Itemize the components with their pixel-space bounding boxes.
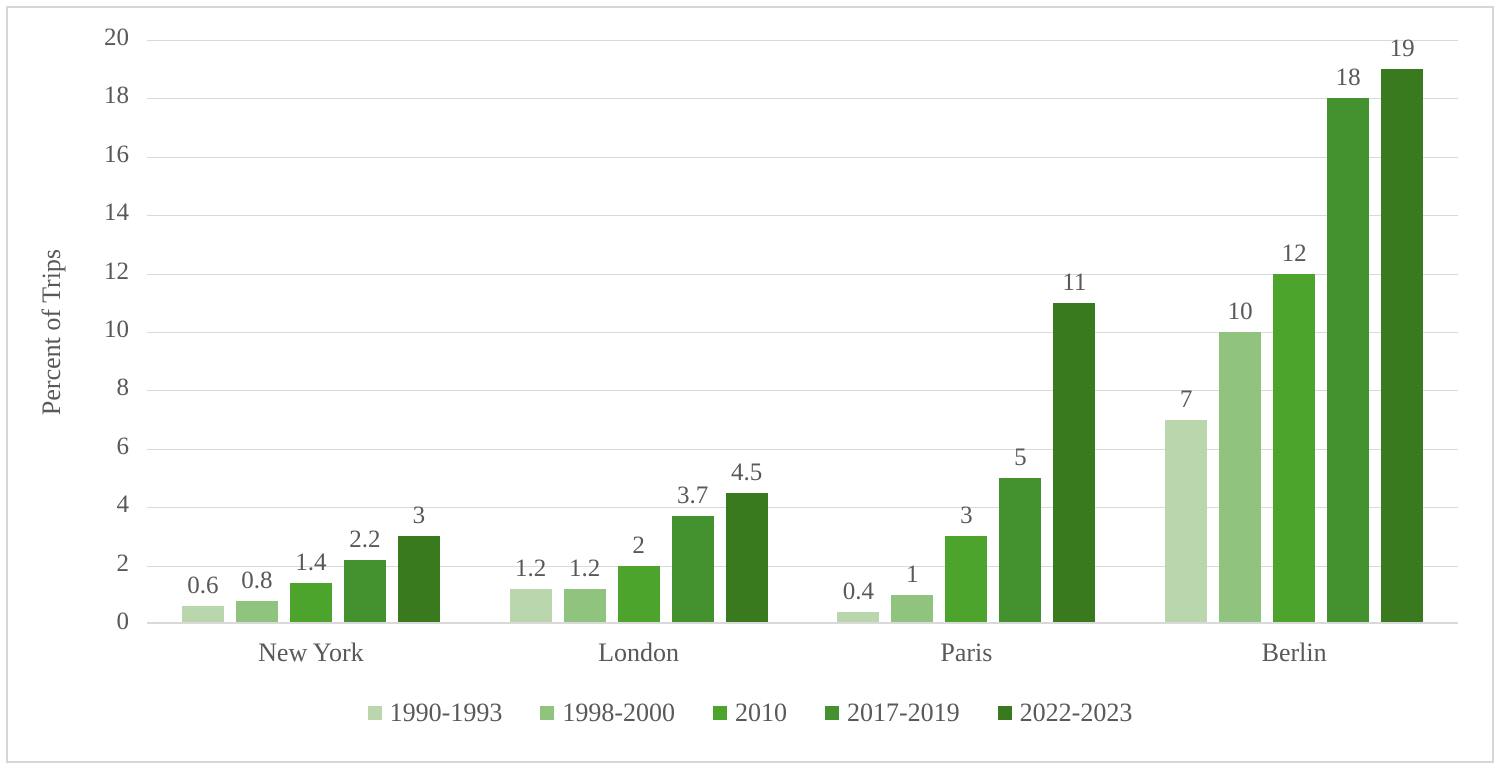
x-axis-category-labels: New York London Paris Berlin [147, 638, 1458, 668]
y-tick-label: 18 [104, 82, 129, 110]
bar: 19 [1381, 35, 1424, 624]
bar: 0.6 [181, 572, 224, 624]
category-label: London [598, 638, 680, 667]
gridline [147, 40, 1458, 41]
gridline [147, 215, 1458, 217]
bar: 3 [397, 502, 440, 624]
bar-value-label: 1.4 [295, 549, 327, 577]
bar-group-london: 1.2 1.2 2 3.7 4.5 [475, 40, 803, 624]
y-tick-label: 0 [116, 608, 130, 635]
legend-item: 1998-2000 [540, 698, 675, 728]
gridline [147, 98, 1458, 100]
gridline [147, 332, 1458, 333]
legend-item: 2017-2019 [825, 698, 960, 728]
bar: 7 [1165, 386, 1208, 624]
bar-value-label: 7 [1179, 385, 1193, 413]
bar-value-label: 3.7 [677, 481, 709, 509]
category-label: Berlin [1261, 638, 1327, 667]
y-tick-label: 20 [104, 24, 129, 51]
bar-value-label: 1.2 [515, 554, 547, 582]
y-tick-label: 12 [104, 257, 129, 285]
y-tick-label: 8 [116, 374, 130, 402]
bar: 0.8 [235, 567, 278, 624]
legend-label: 2022-2023 [1019, 698, 1133, 727]
bar: 4.5 [725, 459, 768, 624]
gridline [147, 273, 1458, 275]
gridline [147, 156, 1458, 158]
bar-value-label: 18 [1335, 64, 1361, 92]
gridline [147, 448, 1458, 450]
bar: 1.2 [509, 555, 552, 624]
bar: 11 [1053, 269, 1096, 624]
bar-value-label: 0.4 [842, 578, 874, 606]
y-tick-label: 4 [116, 491, 130, 519]
bar: 5 [999, 444, 1042, 624]
legend-item: 2010 [713, 698, 787, 728]
category-label: New York [258, 638, 364, 667]
y-tick-label: 14 [104, 199, 129, 227]
x-axis-line [147, 622, 1458, 624]
bar: 1.2 [563, 555, 606, 624]
gridline [147, 565, 1458, 567]
bar: 2.2 [343, 526, 386, 624]
bar: 12 [1273, 240, 1316, 624]
bar: 10 [1219, 298, 1262, 624]
bar-value-label: 12 [1281, 239, 1307, 267]
plot-area: 0.6 0.8 1.4 2.2 3 1.2 1.2 2 3.7 4.5 0.4 1 3 5 11 7 10 12 1… [147, 35, 1458, 624]
bar: 3 [945, 502, 988, 624]
bar-groups: 0.6 0.8 1.4 2.2 3 1.2 1.2 2 3.7 4.5 0.4 1 3 5 11 7 10 12 1… [147, 35, 1458, 624]
bar-value-label: 4.5 [731, 458, 763, 486]
legend-swatch-icon [713, 706, 727, 720]
legend-swatch-icon [367, 706, 382, 720]
legend-swatch-icon [825, 706, 839, 720]
category-label: Paris [940, 638, 993, 667]
gridline [147, 507, 1458, 509]
bar: 1.4 [289, 549, 332, 624]
y-tick-label: 2 [116, 549, 130, 577]
bar: 2 [617, 532, 660, 624]
legend-swatch-icon [997, 706, 1012, 720]
bar-value-label: 2.2 [349, 525, 381, 553]
bar: 3.7 [671, 482, 714, 624]
bar: 1 [891, 561, 934, 624]
bar-value-label: 1.2 [569, 554, 601, 582]
legend-swatch-icon [540, 706, 555, 720]
bar: 18 [1327, 64, 1370, 624]
bar-group-berlin: 7 10 12 18 19 [1130, 35, 1458, 624]
legend-label: 1990-1993 [389, 698, 503, 727]
bar-value-label: 5 [1014, 444, 1027, 471]
bar-value-label: 11 [1062, 268, 1087, 296]
gridline [147, 390, 1458, 392]
bar-value-label: 0.8 [241, 566, 273, 594]
bar-value-label: 10 [1227, 298, 1253, 325]
bar-value-label: 1 [906, 560, 919, 588]
bar-group-new-york: 0.6 0.8 1.4 2.2 3 [147, 40, 475, 624]
bar-value-label: 3 [960, 502, 973, 530]
legend: 1990-1993 1998-2000 2010 2017-2019 2022-2023 [0, 698, 1500, 728]
bar: 0.4 [837, 578, 880, 624]
y-axis-title: Percent of Trips [37, 248, 66, 416]
legend-label: 1998-2000 [562, 698, 675, 727]
y-tick-label: 6 [116, 432, 130, 460]
bar-group-paris: 0.4 1 3 5 11 [803, 40, 1131, 624]
bar-value-label: 3 [412, 502, 426, 530]
legend-label: 2017-2019 [847, 698, 960, 727]
bar-value-label: 2 [632, 531, 645, 559]
bar-value-label: 19 [1389, 35, 1415, 63]
y-tick-label: 10 [104, 316, 129, 343]
legend-item: 2022-2023 [997, 698, 1133, 728]
y-tick-label: 16 [104, 140, 129, 168]
bar-value-label: 0.6 [187, 572, 219, 600]
legend-item: 1990-1993 [367, 698, 503, 728]
legend-label: 2010 [735, 698, 787, 727]
